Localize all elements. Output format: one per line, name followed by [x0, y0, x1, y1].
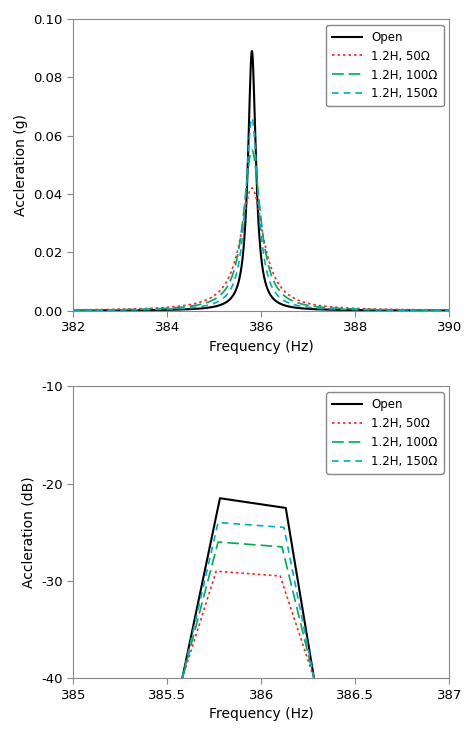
1.2H, 100Ω [207, 297, 212, 306]
1.2H, 150Ω [89, 306, 95, 315]
1.2H, 150Ω [293, 301, 299, 309]
Line: 1.2H, 100Ω: 1.2H, 100Ω [182, 542, 314, 678]
1.2H, 150Ω [369, 306, 375, 315]
X-axis label: Frequency (Hz): Frequency (Hz) [209, 340, 314, 354]
Y-axis label: Accleration (g): Accleration (g) [14, 114, 28, 216]
Legend: Open, 1.2H, 50Ω, 1.2H, 100Ω, 1.2H, 150Ω: Open, 1.2H, 50Ω, 1.2H, 100Ω, 1.2H, 150Ω [327, 392, 444, 474]
1.2H, 150Ω [179, 674, 185, 683]
1.2H, 100Ω [369, 305, 375, 314]
1.2H, 50Ω [207, 294, 212, 303]
Open [309, 305, 315, 314]
Legend: Open, 1.2H, 50Ω, 1.2H, 100Ω, 1.2H, 150Ω: Open, 1.2H, 50Ω, 1.2H, 100Ω, 1.2H, 150Ω [327, 25, 444, 107]
Open [249, 46, 255, 55]
1.2H, 50Ω [293, 295, 299, 304]
Line: 1.2H, 50Ω: 1.2H, 50Ω [182, 571, 314, 678]
Line: 1.2H, 150Ω: 1.2H, 150Ω [182, 523, 314, 678]
1.2H, 100Ω [309, 301, 315, 310]
1.2H, 50Ω [249, 184, 255, 193]
1.2H, 100Ω [249, 146, 255, 154]
1.2H, 150Ω [311, 674, 317, 683]
Y-axis label: Accleration (dB): Accleration (dB) [21, 476, 36, 588]
1.2H, 150Ω [309, 304, 315, 312]
Line: 1.2H, 100Ω: 1.2H, 100Ω [73, 150, 449, 310]
1.2H, 100Ω [293, 298, 299, 306]
X-axis label: Frequency (Hz): Frequency (Hz) [209, 707, 314, 721]
Line: Open: Open [73, 51, 449, 310]
Open [70, 306, 76, 315]
1.2H, 50Ω [278, 572, 283, 581]
Line: 1.2H, 50Ω: 1.2H, 50Ω [73, 188, 449, 310]
Open [217, 494, 223, 503]
Open [89, 306, 95, 315]
Open [283, 503, 288, 512]
1.2H, 150Ω [349, 305, 355, 314]
1.2H, 50Ω [369, 304, 375, 313]
1.2H, 150Ω [215, 518, 221, 527]
1.2H, 150Ω [207, 301, 212, 309]
1.2H, 150Ω [446, 306, 452, 315]
1.2H, 100Ω [70, 306, 76, 315]
1.2H, 50Ω [179, 674, 185, 683]
1.2H, 50Ω [446, 306, 452, 315]
1.2H, 150Ω [281, 523, 287, 532]
1.2H, 100Ω [179, 674, 185, 683]
Open [311, 674, 317, 683]
Open [446, 306, 452, 315]
1.2H, 50Ω [311, 674, 317, 683]
Open [207, 303, 212, 312]
1.2H, 100Ω [311, 674, 317, 683]
1.2H, 50Ω [349, 304, 355, 312]
Line: 1.2H, 150Ω: 1.2H, 150Ω [73, 118, 449, 310]
1.2H, 100Ω [89, 306, 95, 315]
Line: Open: Open [182, 498, 314, 678]
1.2H, 50Ω [213, 567, 219, 576]
1.2H, 100Ω [446, 306, 452, 315]
1.2H, 150Ω [70, 306, 76, 315]
1.2H, 50Ω [309, 300, 315, 309]
1.2H, 100Ω [349, 304, 355, 313]
Open [349, 306, 355, 315]
1.2H, 100Ω [215, 537, 221, 546]
1.2H, 100Ω [279, 542, 285, 551]
1.2H, 150Ω [249, 114, 255, 123]
Open [179, 674, 185, 683]
Open [293, 304, 299, 312]
1.2H, 50Ω [89, 305, 95, 314]
1.2H, 50Ω [70, 306, 76, 315]
Open [369, 306, 375, 315]
